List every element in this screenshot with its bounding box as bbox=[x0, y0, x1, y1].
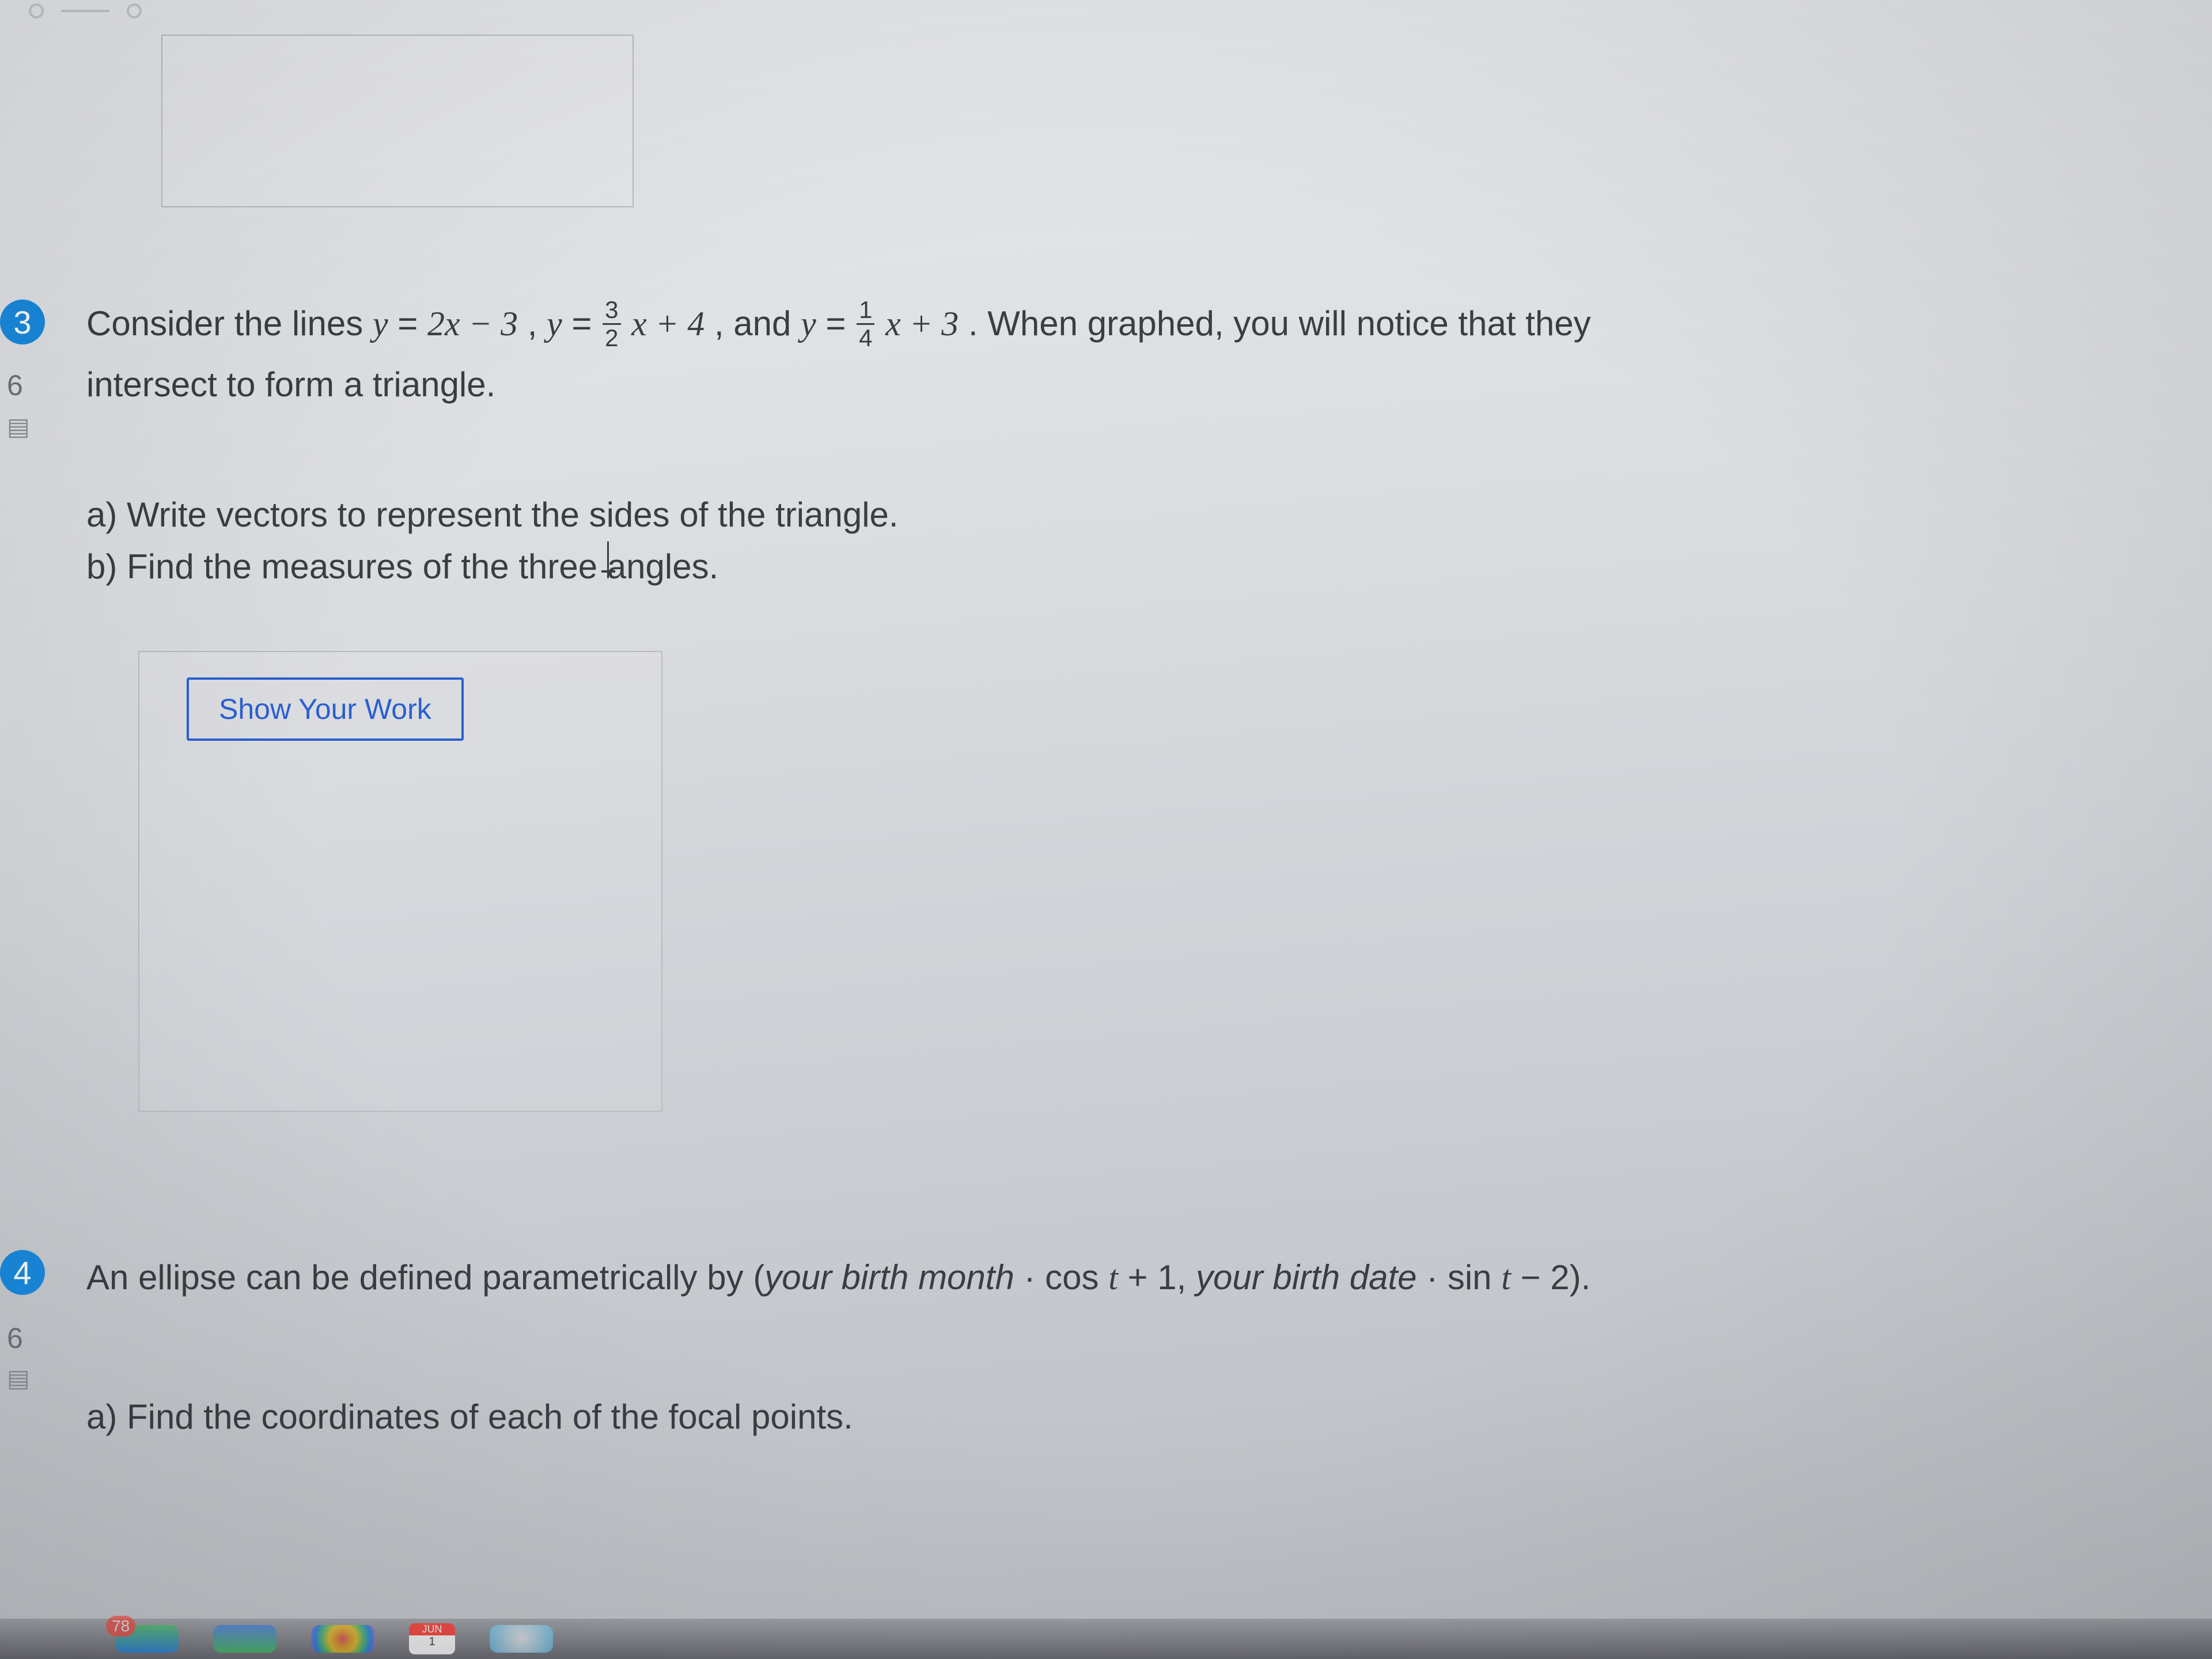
q4-t1: t bbox=[1108, 1259, 1118, 1297]
q3-eq3-tail: x + 3 bbox=[885, 305, 959, 343]
step-circle bbox=[127, 3, 142, 18]
q3-eq3-frac: 1 4 bbox=[857, 298, 874, 350]
q4-mid1b: + 1, bbox=[1118, 1258, 1196, 1297]
photos-app-icon[interactable] bbox=[311, 1625, 374, 1653]
rubric-icon[interactable]: ▤ bbox=[7, 412, 30, 441]
q3-eq2-lhs: y bbox=[547, 305, 562, 343]
calendar-day: 1 bbox=[429, 1635, 435, 1649]
q4-pre: An ellipse can be defined parametrically… bbox=[86, 1258, 764, 1297]
q4-ital1: your birth month bbox=[764, 1258, 1014, 1297]
notification-badge: 78 bbox=[106, 1616, 135, 1637]
q3-text-post: . When graphed, you will notice that the… bbox=[968, 304, 1591, 343]
q3-eq1-lhs: y bbox=[373, 305, 388, 343]
eq-sign: = bbox=[397, 304, 427, 343]
q3-prompt-line1: Consider the lines y = 2x − 3 , y = 3 2 … bbox=[86, 298, 2166, 353]
facetime-app-icon[interactable]: 78 bbox=[115, 1625, 179, 1653]
show-work-box[interactable]: Show Your Work bbox=[138, 651, 662, 1112]
calendar-app-icon[interactable]: JUN 1 bbox=[409, 1623, 455, 1654]
sep: , bbox=[528, 304, 547, 343]
question-points-4: 6 bbox=[7, 1321, 23, 1355]
q3-part-a: a) Write vectors to represent the sides … bbox=[86, 490, 2166, 540]
q3-part-b-post: . bbox=[709, 547, 719, 586]
question-number-4: 4 bbox=[13, 1254, 31, 1291]
question-points-3: 6 bbox=[7, 369, 23, 402]
frac-num: 1 bbox=[857, 298, 874, 325]
q3-eq2-tail: x + 4 bbox=[631, 305, 704, 343]
question-number-badge-3: 3 bbox=[0, 300, 45, 344]
q3-eq2-frac: 3 2 bbox=[603, 298, 620, 350]
step-divider bbox=[61, 10, 109, 12]
macos-dock: 78 JUN 1 bbox=[0, 1619, 2212, 1659]
q4-t2: t bbox=[1501, 1259, 1511, 1297]
safari-app-icon[interactable] bbox=[490, 1625, 553, 1653]
show-your-work-button[interactable]: Show Your Work bbox=[187, 677, 464, 741]
q3-prompt-line2: intersect to form a triangle. bbox=[86, 359, 2166, 410]
q3-part-b: b) Find the measures of the three angles… bbox=[86, 541, 2166, 592]
sep: , and bbox=[714, 304, 801, 343]
calendar-month: JUN bbox=[409, 1623, 455, 1635]
frac-den: 2 bbox=[603, 325, 620, 350]
eq-sign: = bbox=[571, 304, 601, 343]
finder-app-icon[interactable] bbox=[213, 1625, 276, 1653]
q4-prompt-line1: An ellipse can be defined parametrically… bbox=[86, 1252, 2166, 1303]
q3-eq1-rhs: 2x − 3 bbox=[427, 305, 518, 343]
q4-mid3: − 2). bbox=[1511, 1258, 1590, 1297]
q4-mid2: · sin bbox=[1417, 1258, 1502, 1297]
q4-ital2: your birth date bbox=[1196, 1258, 1417, 1297]
frac-den: 4 bbox=[857, 325, 874, 350]
step-circle bbox=[29, 3, 44, 18]
q4-mid1: · cos bbox=[1014, 1258, 1108, 1297]
stepper-ornament bbox=[29, 3, 142, 18]
rubric-icon[interactable]: ▤ bbox=[7, 1364, 30, 1392]
q3-eq3-lhs: y bbox=[801, 305, 816, 343]
q4-part-a: a) Find the coordinates of each of the f… bbox=[86, 1392, 2166, 1442]
question-number-3: 3 bbox=[13, 304, 31, 341]
eq-sign: = bbox=[825, 304, 855, 343]
previous-answer-box[interactable] bbox=[161, 35, 634, 207]
frac-num: 3 bbox=[603, 298, 620, 325]
q3-part-b-word: angles bbox=[607, 547, 709, 586]
q3-text: Consider the lines bbox=[86, 304, 373, 343]
q3-part-b-pre: b) Find the measures of the three bbox=[86, 547, 607, 586]
question-number-badge-4: 4 bbox=[0, 1250, 45, 1295]
